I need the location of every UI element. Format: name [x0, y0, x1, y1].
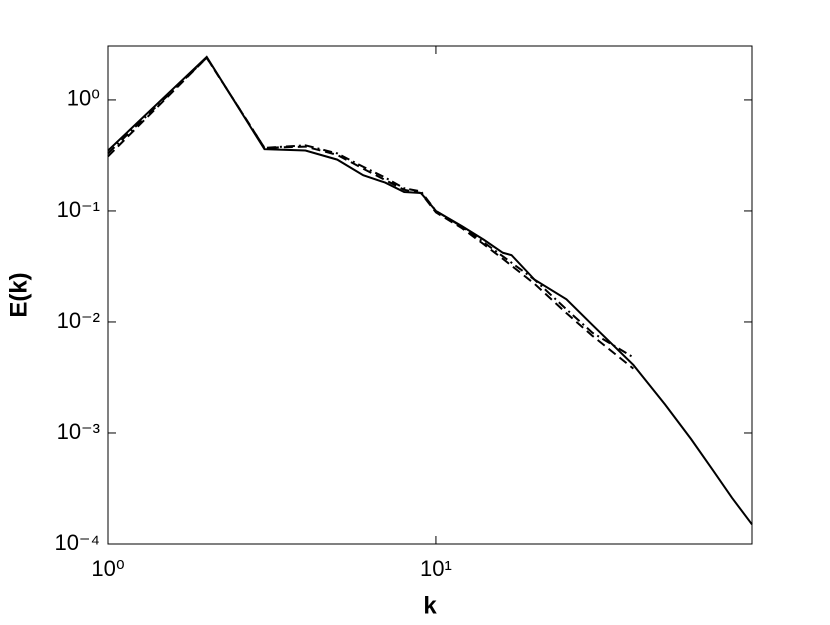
y-tick-label: 10⁻¹	[57, 197, 100, 222]
x-tick-label: 10¹	[420, 556, 452, 581]
y-tick-label: 10⁰	[67, 86, 100, 111]
series-line	[107, 56, 634, 359]
x-axis-title: k	[423, 592, 437, 619]
y-tick-label: 10⁻³	[57, 419, 100, 444]
plot-frame	[107, 45, 753, 545]
plot-area	[108, 46, 752, 544]
y-tick-label: 10⁻²	[57, 308, 100, 333]
x-tick-label: 10⁰	[91, 556, 124, 581]
y-tick-label: 10⁻⁴	[54, 530, 100, 555]
y-axis-title: E(k)	[5, 272, 32, 317]
series-line	[107, 55, 753, 526]
